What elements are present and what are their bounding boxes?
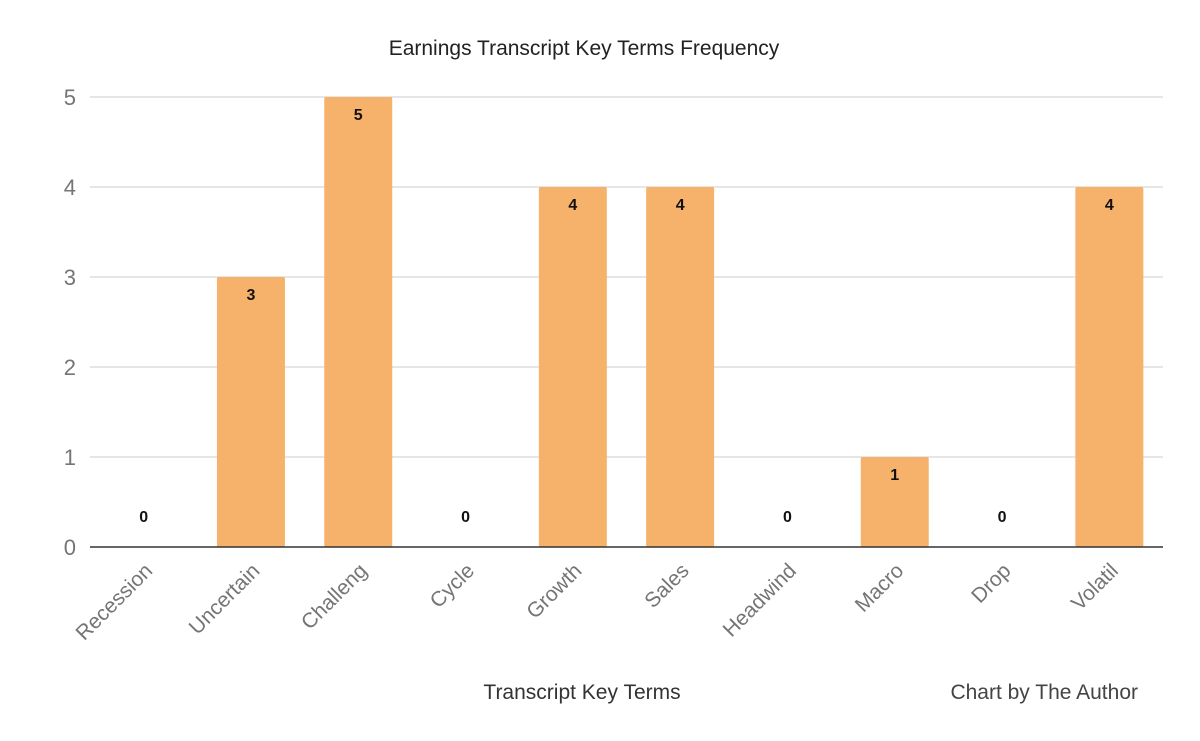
chart-credit: Chart by The Author [950, 681, 1138, 704]
x-tick-label: Recession [72, 559, 158, 645]
x-tick-label: Macro [851, 559, 909, 617]
bar [216, 277, 285, 547]
data-label: 1 [890, 467, 899, 484]
data-label: 3 [246, 287, 255, 304]
bar [324, 97, 393, 547]
x-tick-label: Challeng [297, 559, 372, 634]
y-tick-label: 2 [64, 355, 76, 380]
y-tick-label: 1 [64, 445, 76, 470]
data-labels: 0 3 5 0 4 4 0 1 0 4 [139, 107, 1114, 526]
data-label: 5 [354, 107, 363, 124]
x-tick-label: Growth [522, 559, 586, 623]
y-tick-label: 5 [64, 85, 76, 110]
data-label: 4 [568, 197, 577, 214]
chart-title: Earnings Transcript Key Terms Frequency [389, 37, 780, 60]
data-label: 4 [1105, 197, 1114, 214]
y-tick-label: 3 [64, 265, 76, 290]
x-tick-label: Cycle [426, 559, 479, 612]
data-label: 4 [676, 197, 685, 214]
bar [860, 457, 929, 547]
bar [646, 187, 715, 547]
bar [538, 187, 607, 547]
y-axis-ticks: 0 1 2 3 4 5 [64, 85, 76, 560]
data-label: 0 [783, 509, 792, 526]
x-axis-ticks: Recession Uncertain Challeng Cycle Growth Sal… [72, 559, 1123, 645]
x-tick-label: Uncertain [185, 559, 265, 639]
data-label: 0 [461, 509, 470, 526]
data-label: 0 [998, 509, 1007, 526]
y-tick-label: 4 [64, 175, 76, 200]
x-tick-label: Sales [640, 559, 693, 612]
x-axis-label: Transcript Key Terms [483, 681, 680, 704]
x-tick-label: Headwind [719, 559, 801, 641]
x-tick-label: Drop [967, 559, 1015, 607]
data-label: 0 [139, 509, 148, 526]
y-tick-label: 0 [64, 535, 76, 560]
bar [1075, 187, 1144, 547]
x-tick-label: Volatil [1067, 559, 1123, 615]
bars [216, 97, 1144, 547]
